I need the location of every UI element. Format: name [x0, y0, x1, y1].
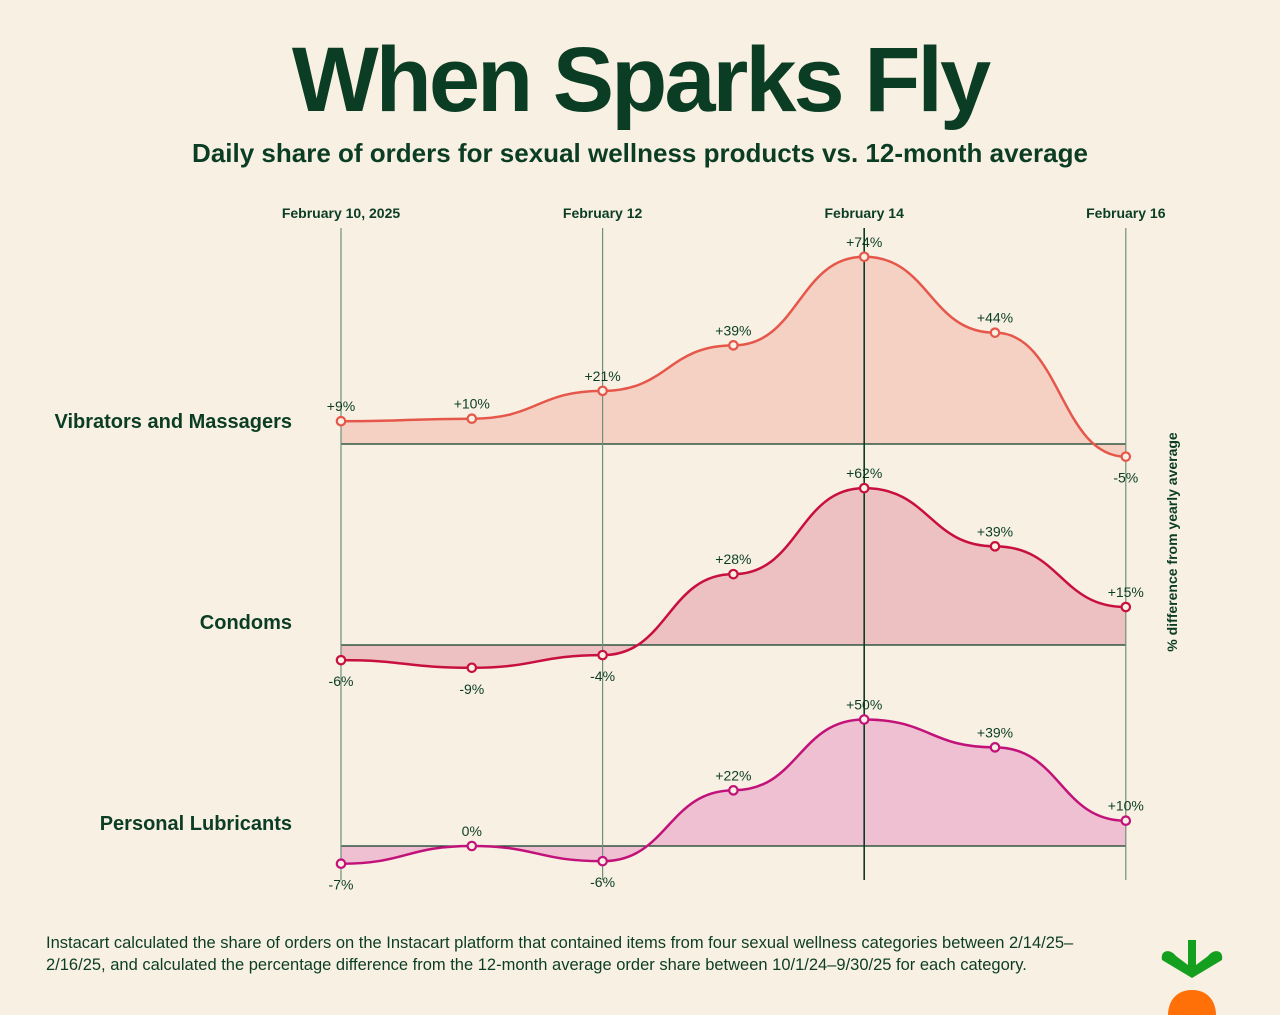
- footnote: Instacart calculated the share of orders…: [46, 934, 1074, 974]
- data-point: [728, 785, 739, 796]
- data-label: -9%: [459, 681, 484, 697]
- series-area: [341, 256, 1126, 457]
- data-point: [597, 649, 608, 661]
- data-label: +62%: [846, 465, 882, 481]
- data-label: +28%: [715, 551, 751, 567]
- data-label: +21%: [584, 368, 620, 384]
- data-label: -6%: [590, 874, 615, 890]
- data-label: +39%: [715, 322, 751, 338]
- data-point: [466, 840, 478, 852]
- x-tick-label: February 14: [825, 205, 905, 221]
- data-label: +10%: [1108, 798, 1144, 814]
- data-point: [989, 327, 1001, 338]
- data-label: -4%: [590, 668, 615, 684]
- data-point: [466, 413, 478, 424]
- data-point: [989, 541, 1001, 552]
- data-label: +39%: [977, 724, 1013, 740]
- data-point: [335, 654, 347, 666]
- data-point: [858, 714, 870, 725]
- data-point: [335, 415, 347, 427]
- series-label: Personal Lubricants: [100, 813, 292, 835]
- data-point: [989, 742, 1001, 753]
- data-point: [858, 482, 870, 494]
- data-label: -6%: [329, 673, 354, 689]
- data-label: +9%: [327, 398, 355, 414]
- data-point: [728, 340, 739, 351]
- data-label: +74%: [846, 234, 882, 250]
- carrot-logo-icon: [1161, 940, 1223, 1015]
- chart: Vibrators and Massagers Condoms Personal L…: [54, 205, 1180, 893]
- data-label: +50%: [846, 697, 882, 713]
- data-label: -5%: [1113, 470, 1138, 486]
- data-point: [1120, 451, 1132, 462]
- series-label: Vibrators and Massagers: [54, 411, 292, 433]
- data-point: [728, 568, 739, 580]
- x-tick-label: February 16: [1086, 205, 1166, 221]
- data-point: [597, 385, 608, 397]
- y-axis-label: % difference from yearly average: [1164, 432, 1180, 652]
- data-label: +44%: [977, 310, 1013, 326]
- series-label: Condoms: [200, 612, 292, 634]
- data-label: +39%: [977, 523, 1013, 539]
- data-point: [858, 251, 870, 263]
- data-point: [597, 855, 608, 867]
- chart-title: When Sparks Fly: [291, 29, 991, 131]
- data-label: -7%: [329, 877, 354, 893]
- x-tick-label: February 12: [563, 205, 643, 221]
- x-tick-label: February 10, 2025: [282, 205, 401, 221]
- chart-subtitle: Daily share of orders for sexual wellnes…: [192, 138, 1088, 168]
- data-point: [1120, 601, 1132, 613]
- data-label: +15%: [1108, 584, 1144, 600]
- series-line: [340, 255, 1126, 458]
- data-point: [1120, 815, 1132, 826]
- data-label: +10%: [454, 396, 490, 412]
- data-label: +22%: [715, 767, 751, 783]
- data-label: 0%: [462, 823, 482, 839]
- data-point: [335, 858, 347, 870]
- data-point: [466, 662, 478, 674]
